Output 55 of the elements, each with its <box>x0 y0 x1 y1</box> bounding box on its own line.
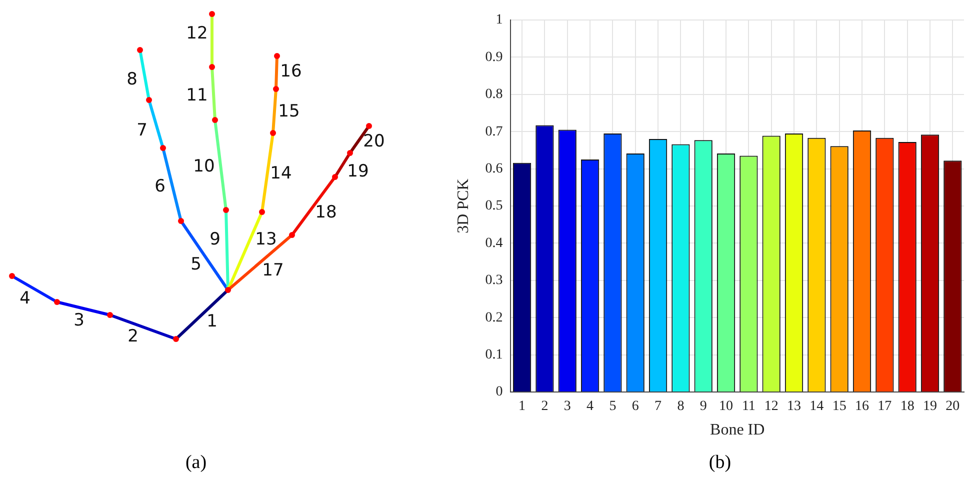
x-tick-label: 20 <box>946 399 960 414</box>
y-axis-title: 3D PCK <box>454 178 472 234</box>
x-tick-label: 11 <box>742 399 756 414</box>
x-tick-label: 10 <box>719 399 734 414</box>
category-label: 16 <box>280 62 302 82</box>
y-tick-label: 0.9 <box>485 50 503 65</box>
category-label: 20 <box>363 132 385 152</box>
category-label: 17 <box>262 260 284 281</box>
y-tick-label: 0.6 <box>485 161 503 176</box>
y-tick-label: 0.3 <box>485 273 503 288</box>
category-label: 3 <box>74 310 84 331</box>
y-tick-label: 0.8 <box>485 87 503 102</box>
category-label: 6 <box>154 176 166 197</box>
y-tick-label: 0.1 <box>485 347 503 362</box>
y-tick-label: 0.5 <box>485 198 503 214</box>
category-label: 19 <box>347 162 369 182</box>
category-label: 1 <box>206 312 218 332</box>
category-label: 12 <box>186 24 208 44</box>
category-label: 4 <box>20 288 30 309</box>
x-tick-label: 3 <box>564 399 571 414</box>
x-tick-label: 5 <box>609 399 616 414</box>
y-tick-label: 0.4 <box>485 236 503 251</box>
x-tick-label: 12 <box>764 399 778 414</box>
y-tick-label: 0.7 <box>485 124 503 140</box>
x-tick-label: 8 <box>677 399 684 414</box>
y-tick-label: 0 <box>496 384 503 400</box>
category-label: 2 <box>128 326 138 347</box>
x-tick-label: 6 <box>632 399 639 414</box>
category-label: 10 <box>193 156 215 177</box>
x-tick-label: 16 <box>855 399 870 414</box>
x-tick-label: 15 <box>832 399 846 414</box>
x-tick-label: 18 <box>900 399 914 414</box>
y-tick-label: 1 <box>496 12 503 28</box>
category-label: 11 <box>186 86 208 106</box>
category-label: 8 <box>126 70 138 90</box>
category-label: 14 <box>270 164 292 184</box>
x-tick-label: 14 <box>810 399 824 414</box>
text: (b) <box>708 452 732 474</box>
y-tick-label: 0.2 <box>485 310 503 326</box>
x-tick-label: 17 <box>878 399 892 414</box>
text: (a) <box>184 452 208 474</box>
category-label: 5 <box>190 254 202 275</box>
x-tick-label: 7 <box>654 399 662 414</box>
x-tick-label: 4 <box>586 399 594 414</box>
category-label: 15 <box>278 102 300 122</box>
x-axis-title: Bone ID <box>710 422 765 439</box>
category-label: 9 <box>210 230 220 250</box>
x-tick-label: 13 <box>787 399 802 414</box>
x-tick-label: 2 <box>541 399 548 414</box>
category-label: 13 <box>255 230 277 250</box>
category-label: 18 <box>315 202 337 223</box>
category-label: 7 <box>136 120 148 141</box>
x-tick-label: 9 <box>700 399 707 414</box>
x-tick-label: 19 <box>923 399 938 414</box>
x-tick-label: 1 <box>518 399 526 414</box>
